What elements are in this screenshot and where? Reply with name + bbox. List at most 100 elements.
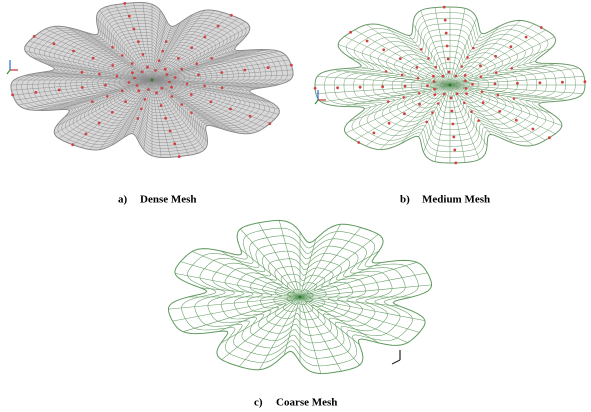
node-dot <box>498 110 501 113</box>
mesh <box>168 220 431 373</box>
node-dot <box>197 74 200 77</box>
mesh <box>314 6 587 165</box>
node-dot <box>479 64 482 67</box>
panel-label: a) <box>118 194 128 206</box>
node-dot <box>452 136 455 139</box>
node-dot <box>432 75 435 78</box>
node-dot <box>133 28 136 31</box>
node-dot <box>456 93 459 96</box>
node-dot <box>561 81 564 84</box>
panel-label: b) <box>400 194 410 206</box>
node-dot <box>463 102 466 105</box>
node-dot <box>116 75 119 78</box>
node-dot <box>173 142 176 145</box>
mesh-center <box>299 296 302 299</box>
node-dot <box>111 111 114 114</box>
node-dot <box>155 91 158 94</box>
node-dot <box>443 6 446 9</box>
node-dot <box>455 75 458 78</box>
node-dot <box>426 84 429 87</box>
panel-caption: Dense Mesh <box>140 194 197 206</box>
node-dot <box>494 83 497 86</box>
node-dot <box>442 75 445 78</box>
node-dot <box>180 103 183 106</box>
node-dot <box>267 66 270 69</box>
node-dot <box>366 40 369 43</box>
node-dot <box>144 98 147 101</box>
node-dot <box>244 69 247 72</box>
node-dot <box>127 81 130 84</box>
node-dot <box>417 77 420 80</box>
node-dot <box>539 81 542 84</box>
node-dot <box>142 53 145 56</box>
mesh <box>11 2 293 158</box>
node-dot <box>220 71 223 74</box>
node-dot <box>450 97 453 100</box>
node-dot <box>465 87 468 90</box>
node-dot <box>98 73 101 76</box>
node-dot <box>133 77 136 80</box>
node-dot <box>388 122 391 125</box>
node-dot <box>472 47 475 50</box>
node-dot <box>425 121 428 124</box>
node-dot <box>221 87 224 90</box>
node-dot <box>190 46 193 49</box>
node-dot <box>203 85 206 88</box>
node-dot <box>481 90 484 93</box>
node-dot <box>210 57 213 60</box>
node-dot <box>381 85 384 88</box>
node-dot <box>92 57 95 60</box>
node-dot <box>181 68 184 71</box>
node-dot <box>453 149 456 152</box>
axis-triad <box>7 70 10 74</box>
node-dot <box>98 122 101 125</box>
node-dot <box>230 14 233 17</box>
panel-caption: Coarse Mesh <box>276 397 337 409</box>
node-dot <box>399 57 402 60</box>
node-dot <box>314 87 317 90</box>
node-dot <box>510 45 513 48</box>
node-dot <box>404 85 407 88</box>
node-dot <box>161 87 164 90</box>
node-dot <box>464 80 467 83</box>
node-dot <box>249 115 252 118</box>
node-dot <box>177 57 180 60</box>
node-dot <box>494 55 497 58</box>
node-dot <box>532 128 535 131</box>
node-dot <box>465 92 468 95</box>
node-dot <box>460 65 463 68</box>
mesh-center <box>151 79 154 82</box>
node-dot <box>471 83 474 86</box>
node-dot <box>164 68 167 71</box>
node-dot <box>71 143 74 146</box>
node-dot <box>85 133 88 136</box>
node-dot <box>165 40 168 43</box>
node-dot <box>433 93 436 96</box>
node-dot <box>131 62 134 65</box>
node-dot <box>357 141 360 144</box>
node-dot <box>147 88 150 91</box>
node-dot <box>146 66 149 69</box>
node-dot <box>403 112 406 115</box>
node-dot <box>359 86 362 89</box>
node-dot <box>166 73 169 76</box>
node-dot <box>268 122 271 125</box>
node-dot <box>174 76 177 79</box>
node-dot <box>477 119 480 122</box>
node-dot <box>178 155 181 158</box>
node-dot <box>448 71 451 74</box>
node-dot <box>464 74 467 77</box>
node-dot <box>141 71 144 74</box>
node-dot <box>470 110 473 113</box>
node-dot <box>437 102 440 105</box>
node-dot <box>385 70 388 73</box>
node-dot <box>452 123 455 126</box>
node-dot <box>418 92 421 95</box>
axis-triad <box>392 360 400 364</box>
node-dot <box>349 31 352 34</box>
node-dot <box>480 75 483 78</box>
mesh-layer <box>7 2 586 374</box>
node-dot <box>466 56 469 59</box>
node-dot <box>525 36 528 39</box>
node-dot <box>445 32 448 35</box>
